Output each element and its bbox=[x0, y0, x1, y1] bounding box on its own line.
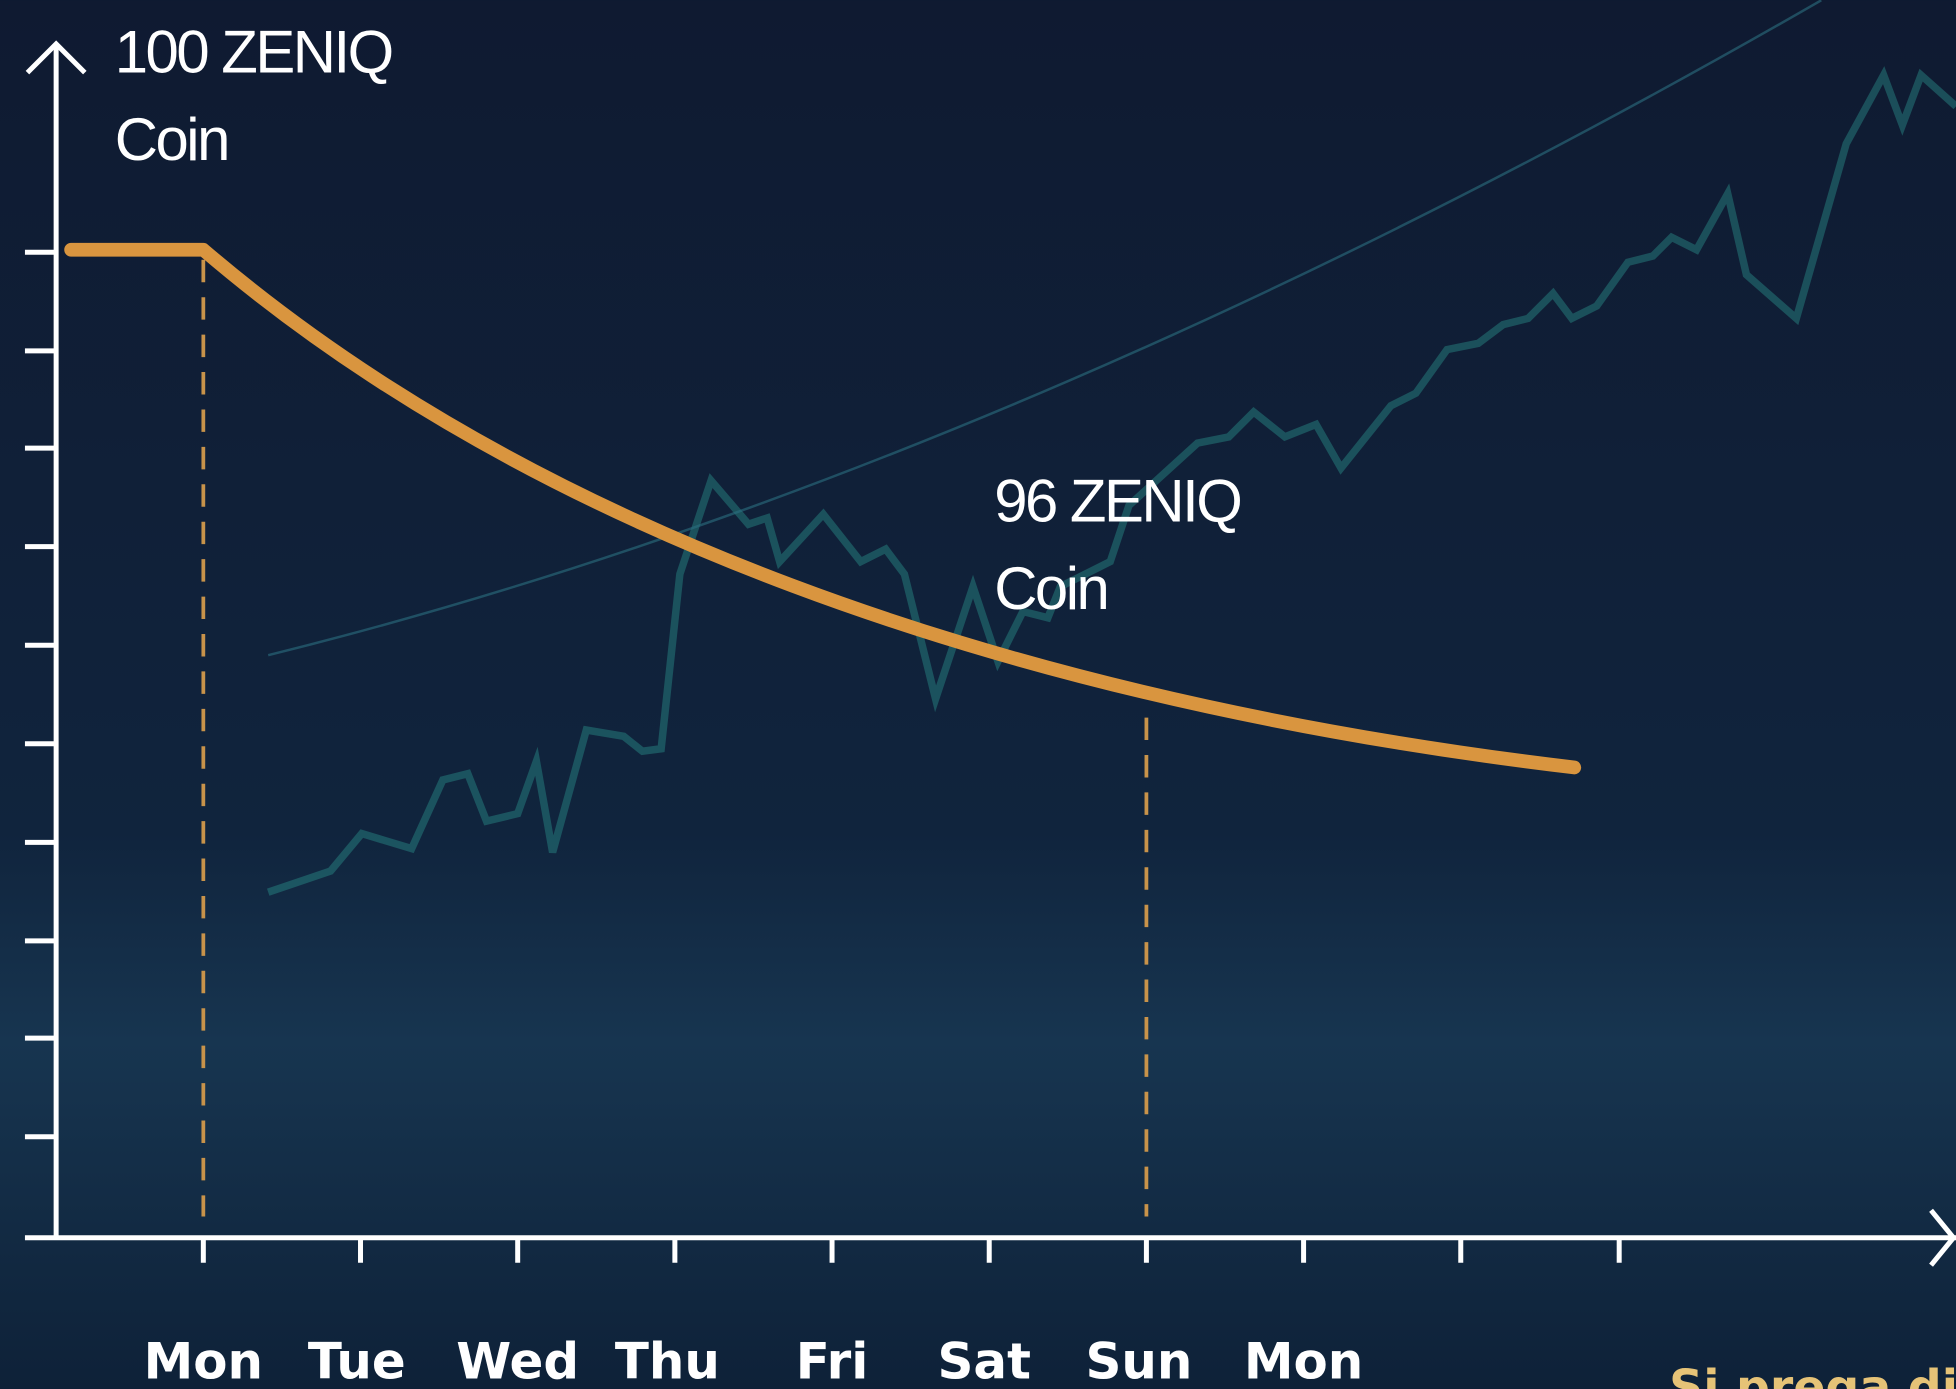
x-label: Thu bbox=[615, 1333, 720, 1389]
annotation-unit: Coin bbox=[994, 555, 1107, 622]
screenshot: 100 ZENIQ Coin 96 ZENIQ Coin Mon Tue Wed Th… bbox=[0, 0, 1956, 1389]
x-label: Tue bbox=[308, 1333, 406, 1389]
annotation-amount: 96 ZENIQ bbox=[994, 468, 1240, 535]
annotation-unit: Coin bbox=[115, 106, 228, 173]
annotation-amount: 100 ZENIQ bbox=[115, 19, 392, 86]
x-label: Wed bbox=[456, 1333, 579, 1389]
footer-text: Si prega di bbox=[1669, 1361, 1956, 1389]
x-label: Mon bbox=[144, 1333, 263, 1389]
x-label: Sat bbox=[938, 1333, 1031, 1389]
background bbox=[0, 0, 1956, 1388]
x-label: Mon bbox=[1244, 1333, 1363, 1389]
x-label: Sun bbox=[1085, 1333, 1192, 1389]
x-label: Fri bbox=[796, 1333, 869, 1389]
